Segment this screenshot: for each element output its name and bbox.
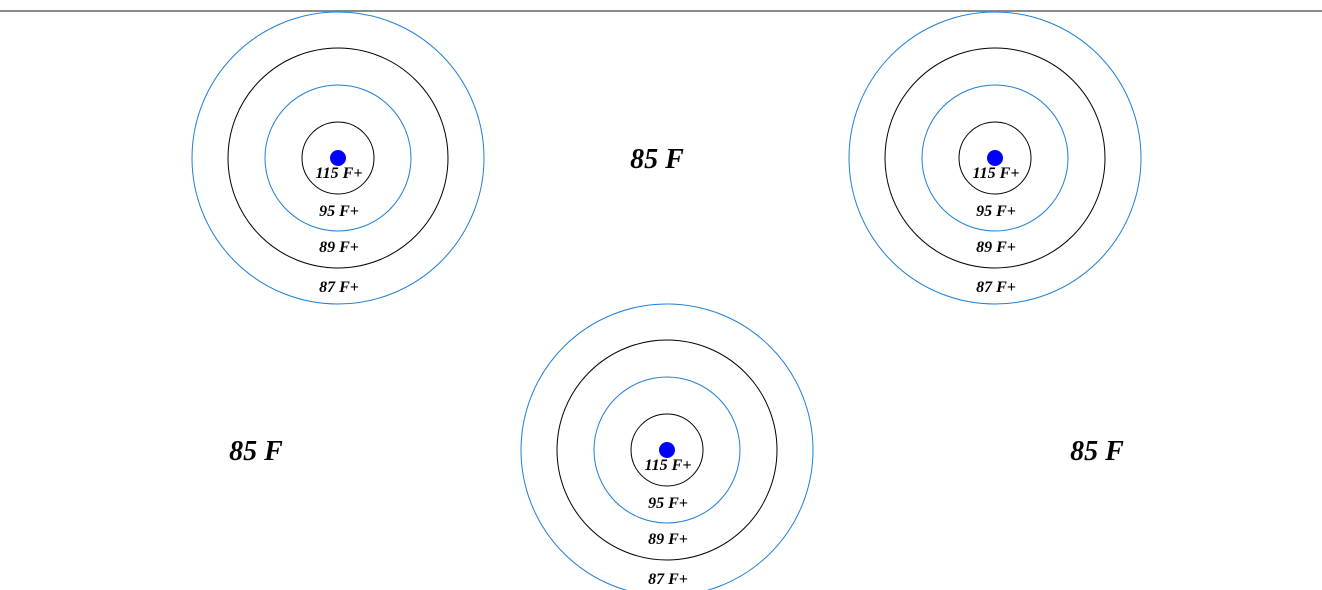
ring-95 <box>593 376 741 524</box>
ring-87 <box>848 11 1142 305</box>
ring-89 <box>884 47 1106 269</box>
ring-115 <box>630 413 704 487</box>
ring-label-95: 95 F+ <box>319 203 359 220</box>
ring-label-115: 115 F+ <box>973 165 1020 182</box>
heat-source-top-right: 115 F+ 95 F+ 89 F+ 87 F+ <box>848 11 1142 305</box>
ring-label-95: 95 F+ <box>976 203 1016 220</box>
ring-89 <box>227 47 449 269</box>
ring-label-115: 115 F+ <box>645 457 692 474</box>
heat-source-bottom-center: 115 F+ 95 F+ 89 F+ 87 F+ <box>520 303 814 590</box>
ambient-temp-label-bottom-right: 85 F <box>1070 436 1124 467</box>
heat-source-top-left: 115 F+ 95 F+ 89 F+ 87 F+ <box>191 11 485 305</box>
ring-89 <box>556 339 778 561</box>
ring-115 <box>958 121 1032 195</box>
ring-label-87: 87 F+ <box>319 279 359 296</box>
ring-label-87: 87 F+ <box>648 571 688 588</box>
ring-label-89: 89 F+ <box>976 239 1016 256</box>
ambient-temp-label-bottom-left: 85 F <box>229 436 283 467</box>
ring-95 <box>921 84 1069 232</box>
ring-87 <box>191 11 485 305</box>
ambient-temp-label-top-center: 85 F <box>630 144 684 175</box>
ring-label-87: 87 F+ <box>976 279 1016 296</box>
ring-label-95: 95 F+ <box>648 495 688 512</box>
ring-label-89: 89 F+ <box>648 531 688 548</box>
ring-87 <box>520 303 814 590</box>
heat-source-dot <box>659 442 675 458</box>
ring-95 <box>264 84 412 232</box>
ring-label-89: 89 F+ <box>319 239 359 256</box>
ring-115 <box>301 121 375 195</box>
heat-source-dot <box>987 150 1003 166</box>
top-divider <box>0 10 1322 12</box>
heat-source-dot <box>330 150 346 166</box>
ring-label-115: 115 F+ <box>316 165 363 182</box>
